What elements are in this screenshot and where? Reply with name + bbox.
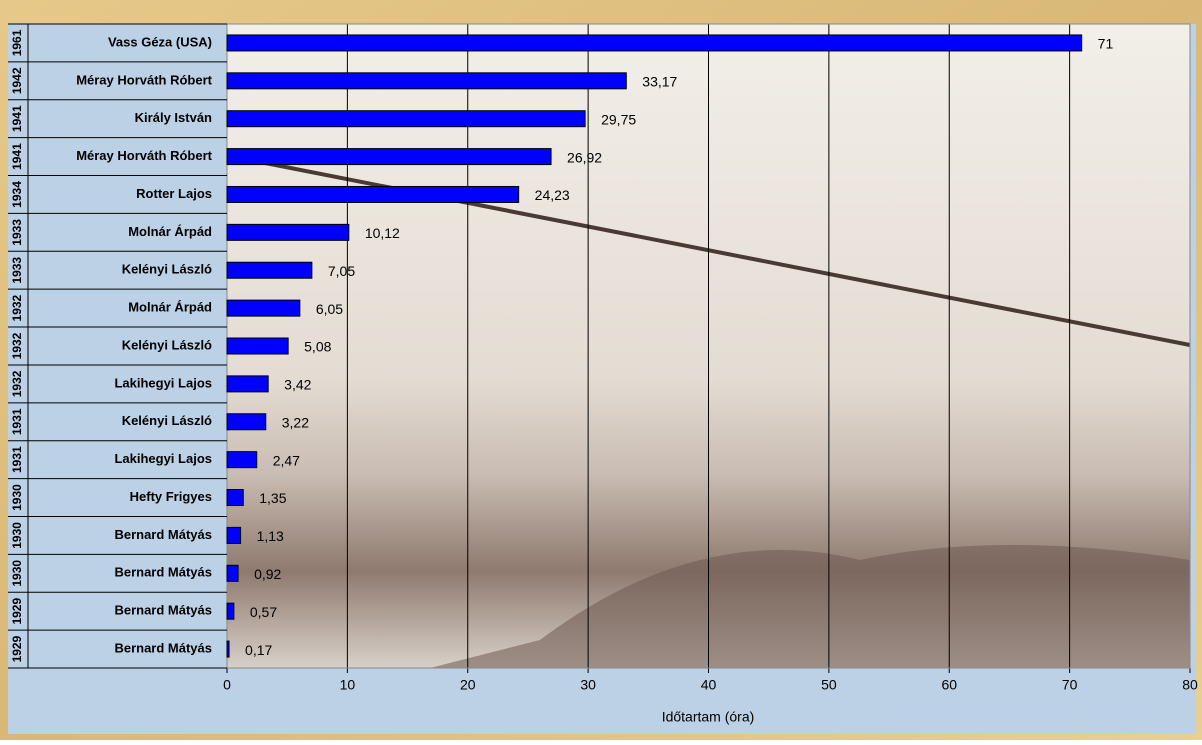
- bar: [226, 337, 289, 355]
- bar: [226, 564, 239, 582]
- value-label: 71: [1098, 36, 1114, 52]
- x-axis-title: Időtartam (óra): [662, 709, 755, 725]
- y-tick-label: Rotter Lajos: [136, 186, 212, 201]
- value-label: 33,17: [642, 74, 677, 90]
- year-label: 1961: [10, 29, 24, 56]
- value-label: 6,05: [316, 301, 343, 317]
- y-tick-label: Hefty Frigyes: [130, 489, 212, 504]
- year-label: 1931: [10, 446, 24, 473]
- x-tick-label: 70: [1062, 677, 1078, 693]
- year-label: 1931: [10, 408, 24, 435]
- x-tick-label: 50: [821, 677, 837, 693]
- year-label: 1932: [10, 294, 24, 321]
- value-label: 26,92: [567, 149, 602, 165]
- year-label: 1932: [10, 332, 24, 359]
- value-label: 0,17: [245, 642, 272, 658]
- year-label: 1934: [10, 181, 24, 208]
- y-tick-label: Bernard Mátyás: [114, 565, 212, 580]
- y-tick-label: Kelényi László: [122, 337, 212, 352]
- bar: [226, 299, 301, 317]
- bar: [226, 602, 235, 620]
- year-label: 1941: [10, 143, 24, 170]
- value-label: 5,08: [304, 339, 331, 355]
- bar: [226, 640, 230, 658]
- y-tick-label: Király István: [135, 110, 212, 125]
- year-label: 1941: [10, 105, 24, 132]
- value-label: 1,35: [259, 490, 286, 506]
- year-label: 1932: [10, 370, 24, 397]
- value-label: 0,57: [250, 604, 277, 620]
- year-label: 1929: [10, 635, 24, 662]
- y-tick-label: Molnár Árpád: [128, 224, 212, 239]
- x-tick-label: 30: [580, 677, 596, 693]
- y-tick-label: Bernard Mátyás: [114, 603, 212, 618]
- bar: [226, 526, 242, 544]
- y-tick-label: Molnár Árpád: [128, 300, 212, 315]
- bar: [226, 261, 313, 279]
- value-label: 3,22: [282, 414, 309, 430]
- value-label: 1,13: [257, 528, 284, 544]
- year-label: 1930: [10, 560, 24, 587]
- value-label: 24,23: [535, 187, 570, 203]
- bar: [226, 489, 244, 507]
- year-label: 1933: [10, 219, 24, 246]
- hill: [430, 545, 1190, 668]
- x-tick-label: 0: [223, 677, 231, 693]
- year-label: 1942: [10, 67, 24, 94]
- year-label: 1933: [10, 257, 24, 284]
- value-label: 2,47: [273, 452, 300, 468]
- bar: [226, 223, 350, 241]
- y-tick-label: Vass Géza (USA): [108, 34, 212, 49]
- y-tick-label: Lakihegyi Lajos: [114, 451, 212, 466]
- bar: [226, 34, 1083, 52]
- bar: [226, 72, 627, 90]
- value-label: 29,75: [601, 111, 636, 127]
- value-label: 10,12: [365, 225, 400, 241]
- bar: [226, 451, 258, 469]
- bar: [226, 185, 520, 203]
- x-tick-label: 20: [460, 677, 476, 693]
- x-tick-label: 80: [1182, 677, 1198, 693]
- y-tick-label: Bernard Mátyás: [114, 640, 212, 655]
- y-tick-label: Méray Horváth Róbert: [76, 72, 212, 87]
- year-label: 1929: [10, 598, 24, 625]
- value-label: 0,92: [254, 566, 281, 582]
- bar: [226, 148, 552, 166]
- value-label: 3,42: [284, 377, 311, 393]
- year-label: 1930: [10, 484, 24, 511]
- year-label: 1930: [10, 522, 24, 549]
- y-tick-label: Kelényi László: [122, 413, 212, 428]
- value-label: 7,05: [328, 263, 355, 279]
- y-tick-label: Kelényi László: [122, 262, 212, 277]
- x-tick-label: 60: [941, 677, 957, 693]
- bar: [226, 413, 267, 431]
- bar: [226, 110, 586, 128]
- y-tick-label: Méray Horváth Róbert: [76, 148, 212, 163]
- x-tick-label: 40: [701, 677, 717, 693]
- y-tick-label: Lakihegyi Lajos: [114, 375, 212, 390]
- bar: [226, 375, 269, 393]
- x-tick-label: 10: [340, 677, 356, 693]
- y-tick-label: Bernard Mátyás: [114, 527, 212, 542]
